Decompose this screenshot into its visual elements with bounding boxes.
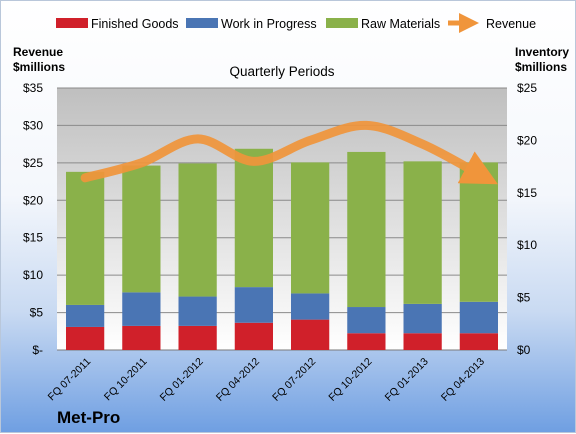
left-tick-label: $25 (23, 156, 43, 170)
bar-finished-goods (66, 326, 105, 350)
bar-finished-goods (234, 322, 273, 350)
revenue-point (253, 161, 254, 162)
x-tick-label: FQ 04-2013 (439, 356, 487, 404)
left-axis-ticks: $- $5 $10 $15 $20 $25 $30 $35 (23, 81, 43, 357)
bar-work-in-progress (66, 304, 105, 327)
right-axis-ticks: $0 $5 $10 $15 $20 $25 (517, 81, 537, 357)
right-tick-label: $15 (517, 186, 537, 200)
bar-work-in-progress (122, 292, 161, 326)
left-tick-label: $10 (23, 268, 43, 282)
right-axis-title-line2: $millions (515, 60, 567, 74)
revenue-point (141, 162, 142, 163)
left-tick-label: $- (32, 343, 43, 357)
revenue-point (310, 140, 311, 141)
x-tick-label: FQ 01-2013 (383, 356, 431, 404)
legend-label-work-in-progress: Work in Progress (221, 17, 317, 31)
x-tick-label: FQ 10-2011 (102, 356, 150, 404)
revenue-point (422, 144, 423, 145)
left-tick-label: $30 (23, 118, 43, 132)
bar-finished-goods (178, 325, 217, 350)
bar-raw-materials (122, 165, 161, 293)
bar-raw-materials (234, 148, 273, 288)
left-tick-label: $15 (23, 231, 43, 245)
x-tick-label: FQ 07-2011 (46, 356, 94, 404)
revenue-point (478, 174, 479, 175)
bar-stacks (66, 148, 498, 350)
x-tick-label: FQ 10-2012 (326, 356, 374, 404)
x-axis-ticks: FQ 07-2011 FQ 10-2011 FQ 01-2012 FQ 04-2012… (46, 356, 487, 404)
bar-finished-goods (122, 325, 161, 350)
brand-name: Met-Pro (57, 408, 120, 427)
bar-raw-materials (459, 162, 498, 302)
bar-work-in-progress (459, 301, 498, 334)
x-tick-label: FQ 01-2012 (158, 356, 206, 404)
revenue-line (80, 120, 498, 185)
legend-swatch-work-in-progress (186, 18, 218, 28)
left-tick-label: $5 (30, 306, 44, 320)
right-tick-label: $20 (517, 133, 537, 147)
legend-label-raw-materials: Raw Materials (361, 17, 440, 31)
bar-work-in-progress (403, 303, 442, 334)
revenue-point (197, 138, 198, 139)
bar-finished-goods (347, 333, 386, 350)
right-axis-title-line1: Inventory (515, 45, 569, 59)
legend: Finished Goods Work in Progress Raw Mate… (56, 13, 536, 33)
bar-raw-materials (403, 161, 442, 304)
legend-swatch-raw-materials (326, 18, 358, 28)
right-tick-label: $5 (517, 291, 531, 305)
right-tick-label: $0 (517, 343, 531, 357)
bar-work-in-progress (291, 293, 330, 320)
left-tick-label: $20 (23, 193, 43, 207)
x-tick-label: FQ 04-2012 (214, 356, 262, 404)
chart-title: Quarterly Periods (229, 64, 334, 79)
bar-raw-materials (347, 151, 386, 308)
bar-work-in-progress (234, 287, 273, 323)
legend-label-revenue: Revenue (486, 17, 536, 31)
left-tick-label: $35 (23, 81, 43, 95)
bar-raw-materials (66, 171, 105, 305)
right-tick-label: $25 (517, 81, 537, 95)
bar-raw-materials (178, 163, 217, 297)
bar-finished-goods (459, 333, 498, 350)
left-axis-title-line2: $millions (13, 60, 65, 74)
revenue-point (366, 125, 367, 126)
x-tick-label: FQ 07-2012 (270, 356, 318, 404)
bar-work-in-progress (347, 307, 386, 334)
bar-raw-materials (291, 162, 330, 294)
bar-work-in-progress (178, 296, 217, 326)
revenue-line-group (80, 120, 498, 185)
bar-finished-goods (291, 319, 330, 350)
legend-label-finished-goods: Finished Goods (91, 17, 179, 31)
left-axis-title-line1: Revenue (13, 45, 63, 59)
right-tick-label: $10 (517, 238, 537, 252)
revenue-point (85, 177, 86, 178)
legend-swatch-finished-goods (56, 18, 88, 28)
bar-finished-goods (403, 333, 442, 350)
